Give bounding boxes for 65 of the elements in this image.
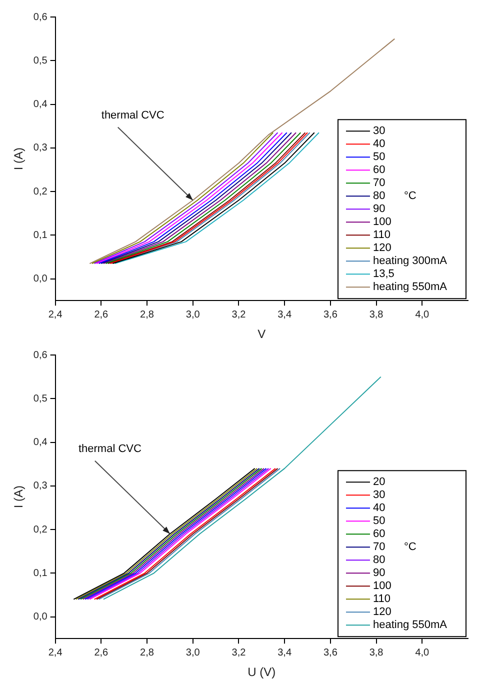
- legend-label: 13,5: [373, 268, 394, 280]
- legend-label: 90: [373, 567, 386, 580]
- x-tick-label: 3,2: [232, 309, 246, 320]
- legend-label: 50: [373, 515, 386, 528]
- x-tick-label: 4,0: [415, 309, 430, 320]
- legend-title: °C: [404, 541, 416, 554]
- x-tick-label: 3,2: [232, 647, 246, 658]
- x-tick-label: 4,0: [415, 647, 430, 658]
- legend-label: 30: [373, 125, 386, 138]
- annotation: thermal CVC: [78, 442, 142, 455]
- legend-label: 70: [373, 541, 386, 554]
- y-tick-label: 0,3: [33, 142, 48, 154]
- y-tick-label: 0,4: [33, 437, 48, 448]
- x-tick-label: 2,4: [48, 647, 63, 658]
- legend-label: 80: [373, 554, 386, 566]
- legend-label: 100: [373, 580, 392, 592]
- y-tick-label: 0,2: [33, 524, 48, 536]
- y-tick-label: 0,1: [33, 568, 48, 579]
- y-tick-label: 0,6: [33, 350, 48, 361]
- y-tick-label: 0,4: [33, 99, 48, 110]
- legend-label: 60: [373, 164, 386, 176]
- legend-label: 40: [373, 502, 386, 514]
- legend-label: 30: [373, 489, 386, 502]
- y-tick-label: 0,2: [33, 186, 48, 198]
- legend-title: °C: [404, 190, 416, 202]
- annotation: thermal CVC: [101, 109, 164, 122]
- legend-label: 50: [373, 151, 386, 164]
- x-tick-label: 2,6: [94, 647, 109, 658]
- x-tick-label: 3,6: [323, 309, 338, 320]
- x-axis-title: U (V): [248, 665, 276, 680]
- x-tick-label: 3,6: [323, 647, 338, 658]
- x-tick-label: 3,4: [278, 309, 292, 320]
- y-tick-label: 0,5: [33, 55, 48, 66]
- legend-label: 120: [373, 606, 392, 618]
- x-tick-label: 2,8: [140, 647, 154, 658]
- x-tick-label: 3,8: [369, 647, 384, 658]
- legend-label: 20: [373, 476, 386, 488]
- y-tick-label: 0,0: [33, 274, 48, 285]
- y-tick-label: 0,6: [33, 12, 48, 23]
- x-tick-label: 3,0: [186, 647, 200, 658]
- x-axis-title: V: [258, 327, 266, 342]
- y-tick-label: 0,5: [33, 393, 48, 404]
- legend-label: heating 550mA: [373, 619, 448, 632]
- legend-label: 90: [373, 203, 386, 216]
- y-axis-title: I (A): [12, 485, 26, 508]
- legend-label: 70: [373, 177, 386, 190]
- y-axis-title: I (A): [12, 147, 26, 170]
- legend-label: 60: [373, 528, 386, 540]
- y-tick-label: 0,1: [33, 230, 48, 241]
- legend-label: 120: [373, 242, 392, 254]
- legend-label: 40: [373, 138, 386, 150]
- legend-label: heating 300mA: [373, 255, 448, 268]
- legend-label: 110: [373, 593, 391, 606]
- x-tick-label: 2,8: [140, 309, 154, 320]
- x-tick-label: 3,0: [186, 309, 200, 320]
- x-tick-label: 2,4: [48, 309, 63, 320]
- x-tick-label: 3,8: [369, 309, 384, 320]
- legend-label: heating 550mA: [373, 281, 448, 294]
- legend-label: 100: [373, 216, 392, 228]
- y-tick-label: 0,3: [33, 480, 48, 492]
- x-tick-label: 3,4: [278, 647, 292, 658]
- legend-label: 80: [373, 190, 386, 202]
- legend-label: 110: [373, 229, 391, 242]
- y-tick-label: 0,0: [33, 612, 48, 623]
- x-tick-label: 2,6: [94, 309, 109, 320]
